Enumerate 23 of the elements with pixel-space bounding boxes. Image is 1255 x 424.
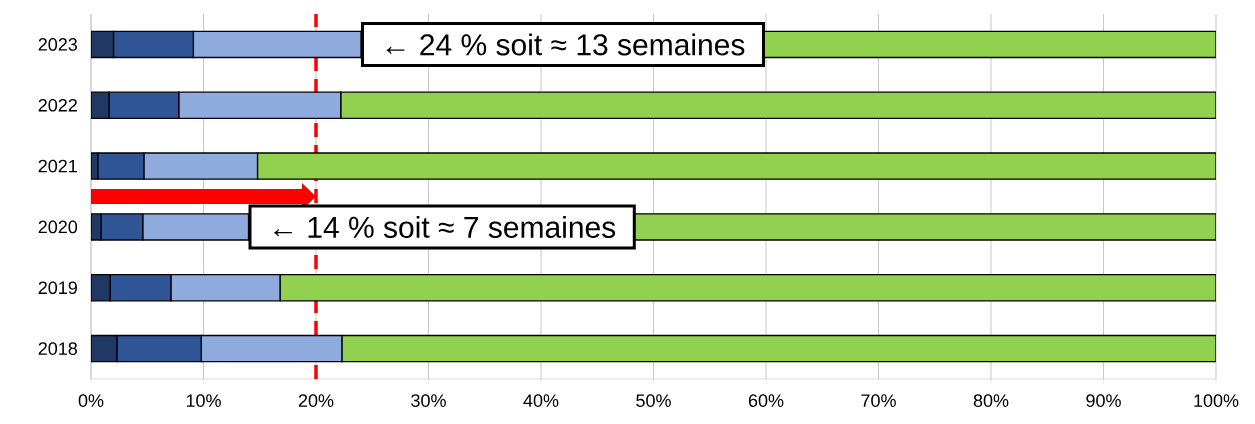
x-tick-label: 40% (523, 394, 559, 407)
x-tick-label: 20% (298, 394, 334, 407)
y-tick-label: 2022 (38, 98, 77, 112)
bar (279, 274, 1217, 302)
x-tick-label: 30% (411, 394, 446, 407)
x-tick-label: 60% (748, 394, 784, 407)
bar (341, 334, 1217, 363)
y-tick-label: 2023 (38, 38, 77, 51)
y-tick-label: 2021 (38, 159, 77, 173)
x-tick-label: 10% (186, 394, 221, 407)
annotation: ← 24 % soit ≈ 13 semaines (386, 33, 745, 56)
x-tick-label: 50% (636, 394, 671, 407)
bar (340, 91, 1217, 119)
bar (256, 152, 1217, 180)
x-tick-label: 70% (861, 394, 896, 407)
x-tick-label: 0% (78, 394, 104, 407)
x-tick-label: 100% (1194, 394, 1239, 407)
x-tick-label: 90% (1086, 394, 1121, 407)
y-tick-label: 2019 (38, 281, 77, 295)
y-tick-label: 2018 (38, 342, 78, 355)
y-tick-label: 2020 (38, 220, 78, 234)
annotation: ← 14 % soit ≈ 7 semaines (274, 215, 616, 238)
x-tick-label: 80% (973, 394, 1009, 407)
